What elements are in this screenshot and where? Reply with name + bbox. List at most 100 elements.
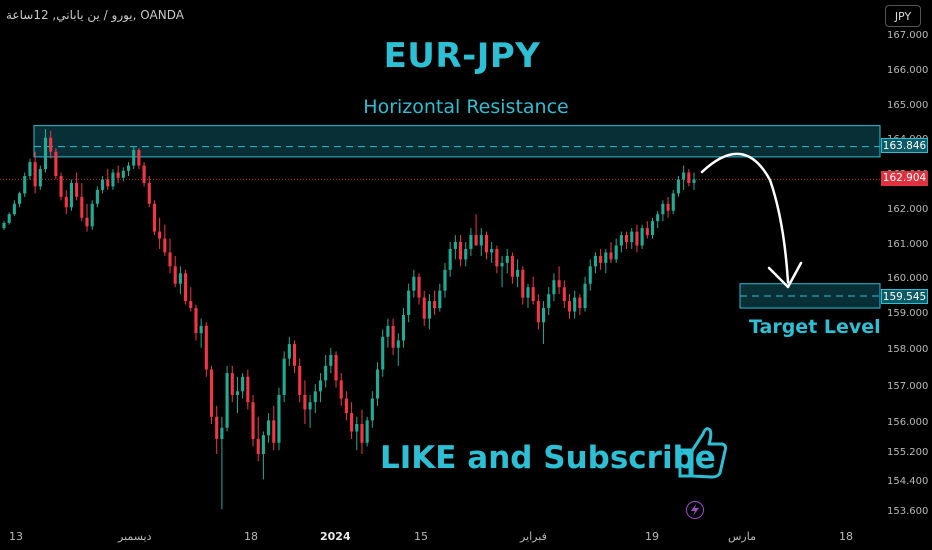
candle-body	[277, 394, 281, 443]
time-axis-label: 13	[9, 530, 23, 543]
price-axis-label: 161.000	[887, 238, 929, 250]
candle-body	[101, 179, 105, 190]
candle-body	[500, 262, 504, 267]
candle-body	[308, 402, 312, 410]
candle-body	[583, 283, 587, 309]
candle-body	[106, 179, 110, 187]
candle-body	[246, 376, 250, 403]
price-axis-label: 167.000	[887, 30, 929, 41]
candle-body	[329, 354, 333, 366]
candle-body	[318, 380, 323, 392]
candle-body	[588, 266, 592, 284]
candle-body	[324, 365, 328, 381]
candle-body	[344, 398, 348, 414]
candle-body	[536, 301, 540, 323]
time-axis-label: ديسمبر	[118, 530, 152, 543]
candle-body	[251, 402, 255, 439]
candle-body	[339, 380, 343, 399]
candle-body	[64, 196, 68, 208]
price-axis-label: 153.600	[887, 506, 929, 517]
price-axis-label: 155.200	[887, 447, 929, 458]
target-level-label: Target Level	[749, 316, 881, 338]
currency-button[interactable]: JPY	[885, 5, 921, 27]
candle-body	[573, 297, 577, 312]
candle-body	[241, 376, 245, 392]
candle-body	[90, 203, 94, 227]
resistance-zone	[33, 125, 881, 158]
candle-body	[370, 398, 374, 421]
candle-body	[531, 287, 535, 302]
candle-body	[303, 394, 307, 410]
price-axis-label: 162.000	[887, 203, 929, 215]
candle-body	[350, 413, 354, 432]
candle-body	[365, 420, 369, 443]
price-axis-label: 159.000	[887, 308, 929, 319]
time-axis-label: فبراير	[520, 530, 547, 543]
candle-body	[469, 235, 473, 249]
candle-body	[599, 255, 603, 263]
candle-body	[152, 203, 157, 232]
candle-body	[567, 301, 572, 312]
candle-body	[28, 162, 32, 176]
candle-body	[235, 391, 240, 395]
candle-body	[614, 245, 618, 260]
candle-body	[458, 242, 463, 260]
candle-body	[59, 176, 63, 197]
time-axis-label: 2024	[320, 530, 351, 543]
candle-body	[552, 280, 556, 295]
candle-body	[126, 165, 131, 171]
candle-body	[635, 231, 639, 246]
price-axis-label: 165.000	[887, 99, 929, 111]
candle-body	[557, 280, 561, 288]
candle-body	[619, 235, 623, 246]
candle-body	[261, 435, 265, 454]
candle-body	[204, 325, 208, 370]
price-axis-label: 154.400	[887, 476, 929, 487]
time-axis-label: 19	[645, 530, 659, 543]
candle-body	[448, 248, 452, 270]
time-axis-label: 18	[244, 530, 258, 543]
candle-body	[640, 228, 644, 246]
candle-body	[355, 424, 359, 432]
candle-body	[490, 248, 494, 253]
candle-body	[85, 217, 89, 227]
candle-body	[692, 179, 696, 183]
current-price-tag: 162.904	[881, 171, 928, 186]
candle-body	[230, 373, 234, 395]
candle-body	[661, 203, 665, 215]
candle-body	[593, 255, 597, 267]
candle-body	[645, 228, 649, 236]
candle-body	[682, 172, 686, 180]
candle-body	[54, 151, 58, 176]
candle-body	[116, 172, 120, 178]
candle-body	[111, 172, 115, 187]
candle-body	[609, 252, 613, 260]
candle-body	[215, 416, 219, 439]
candle-body	[158, 231, 162, 239]
candle-body	[184, 273, 188, 302]
candle-body	[287, 344, 291, 359]
candle-body	[163, 238, 167, 253]
candle-body	[479, 235, 483, 246]
symbol-info: يورو / ين ياباني, 12ساعة, OANDA	[6, 8, 184, 22]
candle-body	[43, 137, 48, 170]
candle-body	[23, 176, 27, 194]
candle-body	[526, 287, 530, 298]
candle-body	[453, 242, 457, 249]
candle-body	[334, 354, 338, 381]
candle-body	[427, 301, 431, 319]
candle-body	[407, 290, 411, 315]
candle-body	[381, 336, 385, 370]
candle-body	[687, 172, 691, 183]
candle-body	[438, 290, 442, 309]
candle-body	[168, 252, 172, 267]
candle-body	[80, 196, 84, 218]
like-subscribe-text: LIKE and Subscribe	[380, 440, 716, 476]
candle-body	[386, 325, 390, 337]
candle-body	[541, 308, 546, 323]
lightning-icon[interactable]	[686, 501, 704, 519]
candle-body	[147, 182, 151, 204]
candle-body	[69, 182, 73, 208]
candle-body	[505, 255, 509, 263]
